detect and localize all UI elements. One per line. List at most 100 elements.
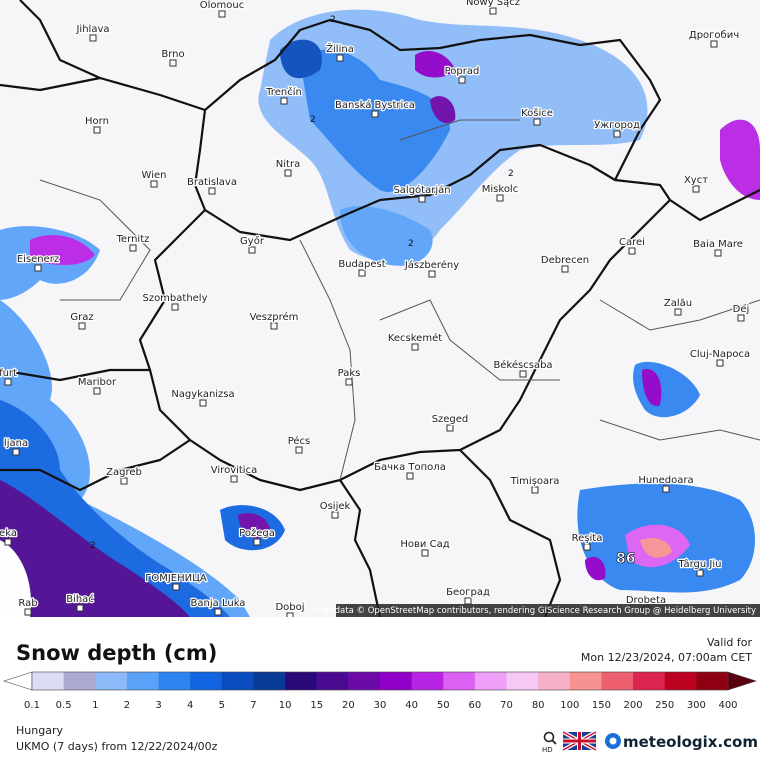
city-label: Дрогобич [689, 30, 739, 41]
city-marker [172, 583, 180, 591]
city-marker [710, 40, 718, 48]
minor-borders [39, 119, 760, 481]
city-label: Nagykanizsa [171, 389, 234, 400]
city-marker [428, 270, 436, 278]
legend-title: Snow depth (cm) [16, 641, 217, 665]
legend-swatch [316, 672, 349, 690]
legend-swatch [664, 672, 697, 690]
legend-tick-label: 60 [469, 700, 482, 711]
city-marker [253, 538, 261, 546]
city-marker [4, 378, 12, 386]
model-run: UKMO (7 days) from 12/22/2024/00z [16, 740, 218, 753]
city-marker [280, 97, 288, 105]
city-label: Нови Сад [400, 539, 449, 550]
city-label: Reşita [572, 533, 603, 544]
city-label: Bratislava [187, 177, 237, 188]
legend-tick-label: 250 [655, 700, 674, 711]
city-label: Pécs [288, 435, 311, 447]
city-marker [446, 424, 454, 432]
city-label: Košice [521, 107, 553, 119]
city-marker [371, 110, 379, 118]
legend-tick-label: 200 [624, 700, 643, 711]
city-label: furt [0, 368, 17, 379]
city-marker [464, 597, 472, 605]
city-label: Virovitica [211, 465, 257, 476]
city-label: Maribor [78, 377, 117, 388]
city-label: Veszprém [250, 311, 299, 323]
city-marker [284, 169, 292, 177]
city-label: Eisenerz [17, 254, 59, 265]
city-marker [531, 486, 539, 494]
city-marker [613, 130, 621, 138]
city-label: Jászberény [404, 259, 459, 271]
city-label: Žilina [326, 42, 354, 55]
city-marker [93, 126, 101, 134]
city-label: Rab [18, 598, 37, 609]
city-marker [199, 399, 207, 407]
legend-swatch [633, 672, 666, 690]
city-marker [76, 604, 84, 612]
colorbar: 0.1 0.5 1 2 3 4 5 7 10 15 20 30 40 50 60 70 80 100 150 200 2… [3, 671, 757, 711]
legend-swatch [696, 672, 729, 690]
legend-tick-label: 10 [279, 700, 292, 711]
city-label: Szombathely [142, 293, 207, 304]
city-marker [692, 185, 700, 193]
legend-tick-label: 300 [687, 700, 706, 711]
city-label: Debrecen [541, 255, 589, 266]
map: Olomouc Jihlava Brno Žilina Nowy Sącz Дрогоби… [0, 0, 760, 620]
city-marker [358, 269, 366, 277]
city-label: Trenčín [265, 86, 302, 98]
city-marker [214, 608, 222, 616]
legend-swatch [569, 672, 602, 690]
city-marker [24, 608, 32, 616]
city-marker [270, 322, 278, 330]
city-label: Paks [338, 368, 361, 379]
city-label: Ужгород [594, 120, 640, 131]
contour-label: 2 [508, 169, 514, 179]
city-marker [230, 475, 238, 483]
city-marker [489, 7, 497, 15]
brand-logo[interactable]: meteologix.com [605, 733, 758, 751]
legend-swatch [126, 672, 159, 690]
city-marker [150, 180, 158, 188]
city-marker [78, 322, 86, 330]
city-label: Kecskemét [388, 332, 442, 344]
city-marker [519, 370, 527, 378]
legend-swatch [285, 672, 318, 690]
city-label: Baia Mare [693, 239, 743, 250]
city-marker [406, 472, 414, 480]
city-marker [169, 59, 177, 67]
city-label: Graz [70, 312, 93, 323]
legend-tick-label: 50 [437, 700, 450, 711]
city-marker [336, 54, 344, 62]
city-marker [737, 314, 745, 322]
city-marker [628, 247, 636, 255]
city-label: Budapest [338, 259, 385, 270]
legend-tick-label: 40 [405, 700, 418, 711]
language-flag[interactable] [562, 730, 597, 752]
city-marker [89, 34, 97, 42]
legend-swatch [253, 672, 286, 690]
city-label: ГОМЈЕНИЦА [145, 573, 207, 584]
city-label: Banská Bystrica [335, 99, 415, 111]
zoom-icon[interactable]: HD [542, 731, 557, 755]
legend-tick-label: 70 [500, 700, 513, 711]
legend-swatch [348, 672, 381, 690]
attribution-box [336, 604, 760, 617]
city-label: Ternitz [116, 234, 150, 245]
city-label: Târgu Jiu [678, 558, 722, 570]
legend-tick-label: 4 [187, 700, 193, 711]
city-marker [716, 359, 724, 367]
city-label: Győr [240, 235, 265, 247]
city-label: Zagreb [106, 467, 142, 478]
legend-tick-label: 400 [718, 700, 737, 711]
city-label: Timișoara [510, 476, 560, 487]
city-label: Nitra [276, 159, 300, 170]
legend-tick-label: 20 [342, 700, 355, 711]
city-label: Хуст [684, 175, 708, 186]
city-label: Osijek [320, 501, 351, 512]
city-label: Wien [142, 170, 167, 181]
city-label: ljana [4, 438, 28, 449]
legend-swatch [63, 672, 96, 690]
